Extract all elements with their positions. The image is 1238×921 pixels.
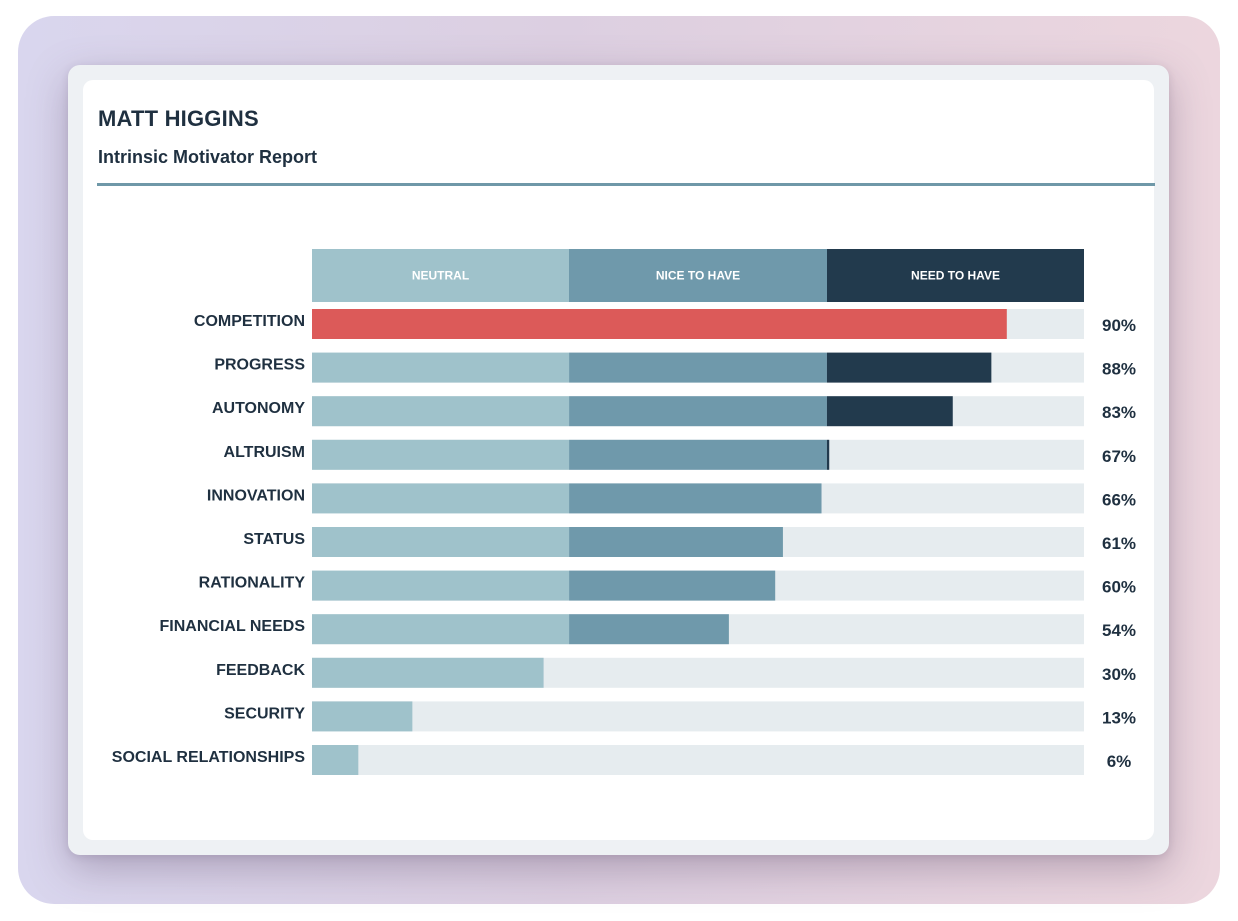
report-subtitle: Intrinsic Motivator Report bbox=[98, 147, 318, 167]
bar-track-social-relationships bbox=[312, 745, 1084, 775]
bar-rationality-segment-2 bbox=[569, 570, 776, 601]
value-label: 13% bbox=[1102, 708, 1136, 727]
bar-financial-needs-segment-2 bbox=[569, 614, 729, 645]
bar-altruism-segment-3 bbox=[826, 439, 830, 470]
value-label: 66% bbox=[1102, 490, 1136, 509]
band-header-label: NEUTRAL bbox=[412, 269, 469, 283]
category-label: SECURITY bbox=[224, 705, 305, 722]
value-label: 67% bbox=[1102, 447, 1136, 466]
category-label: INNOVATION bbox=[207, 487, 305, 504]
bar-status-segment-1 bbox=[312, 527, 570, 557]
bar-altruism-segment-1 bbox=[312, 439, 570, 470]
band-header-label: NEED TO HAVE bbox=[911, 269, 1000, 283]
value-label: 54% bbox=[1102, 621, 1136, 640]
bar-innovation-segment-1 bbox=[312, 483, 570, 514]
category-label: FEEDBACK bbox=[216, 662, 305, 679]
category-label: FINANCIAL NEEDS bbox=[160, 618, 306, 635]
bar-altruism-segment-2 bbox=[569, 439, 827, 470]
value-label: 83% bbox=[1102, 403, 1136, 422]
report-title: MATT HIGGINS bbox=[98, 106, 259, 131]
value-label: 30% bbox=[1102, 665, 1136, 684]
header-divider bbox=[97, 183, 1155, 186]
bar-competition bbox=[312, 309, 1007, 339]
value-label: 60% bbox=[1102, 578, 1136, 597]
band-header-nice-to-have bbox=[569, 249, 827, 302]
value-label: 88% bbox=[1102, 360, 1136, 379]
value-label: 90% bbox=[1102, 316, 1136, 335]
bar-track-security bbox=[312, 701, 1084, 732]
category-label: PROGRESS bbox=[214, 357, 305, 374]
value-label: 6% bbox=[1107, 752, 1132, 771]
category-label: AUTONOMY bbox=[212, 400, 305, 417]
bar-financial-needs-segment-1 bbox=[312, 614, 570, 645]
band-header-label: NICE TO HAVE bbox=[656, 269, 740, 283]
bar-progress-segment-3 bbox=[826, 352, 992, 383]
category-label: COMPETITION bbox=[194, 313, 305, 330]
band-header-need-to-have bbox=[827, 249, 1084, 302]
bar-innovation-segment-2 bbox=[569, 483, 822, 514]
bar-autonomy-segment-2 bbox=[569, 396, 827, 427]
category-label: SOCIAL RELATIONSHIPS bbox=[112, 749, 306, 766]
bar-autonomy-segment-3 bbox=[826, 396, 953, 427]
category-label: ALTRUISM bbox=[224, 444, 305, 461]
bar-progress-segment-2 bbox=[569, 352, 827, 383]
category-label: STATUS bbox=[243, 531, 305, 548]
band-header-neutral bbox=[312, 249, 569, 302]
category-label: RATIONALITY bbox=[199, 575, 306, 592]
bar-social-relationships-segment-1 bbox=[312, 745, 359, 775]
bar-feedback-segment-1 bbox=[312, 657, 544, 688]
value-label: 61% bbox=[1102, 534, 1136, 553]
bar-rationality-segment-1 bbox=[312, 570, 570, 601]
bar-security-segment-1 bbox=[312, 701, 413, 732]
bar-progress-segment-1 bbox=[312, 352, 570, 383]
bar-autonomy-segment-1 bbox=[312, 396, 570, 427]
bar-status-segment-2 bbox=[569, 527, 783, 557]
